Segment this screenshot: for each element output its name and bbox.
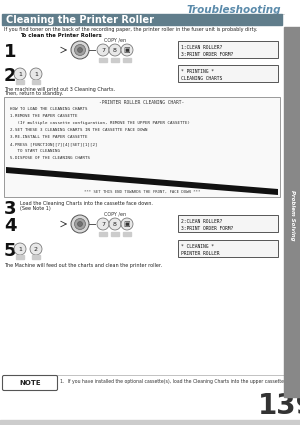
Text: 1: 1 [4,43,16,61]
Bar [0,420,300,425]
Text: To clean the Printer Rollers: To clean the Printer Rollers [20,33,102,38]
Text: 3:PRINT ORDER FORM?: 3:PRINT ORDER FORM? [181,226,233,231]
Text: ▣: ▣ [124,47,130,53]
Text: 1: 1 [18,246,22,252]
Text: 4.PRESS [FUNCTION][7][4][SET][1][2]: 4.PRESS [FUNCTION][7][4][SET][1][2] [10,142,98,146]
Circle shape [121,44,133,56]
Text: 139: 139 [258,392,300,420]
Text: The Machine will feed out the charts and clean the printer roller.: The Machine will feed out the charts and… [4,263,162,268]
Text: 7: 7 [101,221,105,227]
Text: 2: 2 [34,246,38,252]
Text: COPY /en: COPY /en [104,37,126,42]
Text: 3: 3 [4,200,16,218]
Text: 4: 4 [4,217,16,235]
Circle shape [30,68,42,80]
Bar [111,58,119,62]
Bar [32,80,40,84]
Text: HOW TO LOAD THE CLEANING CHARTS: HOW TO LOAD THE CLEANING CHARTS [10,107,88,111]
Text: 1: 1 [18,71,22,76]
Bar [178,41,278,58]
Text: (See Note 1): (See Note 1) [20,206,51,211]
Circle shape [14,68,26,80]
Text: Cleaning the Printer Roller: Cleaning the Printer Roller [6,14,154,25]
Text: 1.  If you have installed the optional cassette(s), load the Cleaning Charts int: 1. If you have installed the optional ca… [60,379,286,384]
Text: Load the Cleaning Charts into the cassette face down.: Load the Cleaning Charts into the casset… [20,201,153,206]
Bar [111,232,119,236]
Text: The machine will print out 3 Cleaning Charts.: The machine will print out 3 Cleaning Ch… [4,87,115,92]
Text: 2:CLEAN ROLLER?: 2:CLEAN ROLLER? [181,218,222,224]
Circle shape [74,45,86,56]
Circle shape [14,243,26,255]
Text: ▣: ▣ [124,221,130,227]
Bar [178,215,278,232]
Circle shape [97,44,109,56]
Bar [99,58,107,62]
Bar [284,27,300,397]
Text: NOTE: NOTE [19,380,41,386]
Text: 3:PRINT ORDER FORM?: 3:PRINT ORDER FORM? [181,52,233,57]
Circle shape [121,218,133,230]
Circle shape [74,218,86,230]
Bar [4,97,280,197]
Circle shape [77,221,83,227]
Text: If you find toner on the back of the recording paper, the printer roller in the : If you find toner on the back of the rec… [4,27,257,32]
Circle shape [109,44,121,56]
Bar [32,255,40,259]
Circle shape [77,48,83,53]
Text: 3.RE-INSTALL THE PAPER CASSETTE: 3.RE-INSTALL THE PAPER CASSETTE [10,135,88,139]
Text: 2: 2 [4,67,16,85]
Bar [178,240,278,257]
Text: TO START CLEANING: TO START CLEANING [10,149,60,153]
Text: COPY /en: COPY /en [104,211,126,216]
Text: 1.REMOVE THE PAPER CASSETTE: 1.REMOVE THE PAPER CASSETTE [10,114,77,118]
Text: (If multiple cassette configuration, REMOVE THE UPPER PAPER CASSETTE): (If multiple cassette configuration, REM… [10,121,190,125]
Polygon shape [6,167,278,195]
Text: 8: 8 [113,221,117,227]
Bar [123,232,131,236]
Text: Problem Solving: Problem Solving [290,190,295,240]
Text: * PRINTING *: * PRINTING * [181,68,214,74]
Text: *** SET THIS END TOWARDS THE FRONT, FACE DOWN ***: *** SET THIS END TOWARDS THE FRONT, FACE… [84,190,200,194]
Text: 1: 1 [34,71,38,76]
Text: CLEANING CHARTS: CLEANING CHARTS [181,76,222,81]
Text: Then, return to standby.: Then, return to standby. [4,91,63,96]
Circle shape [30,243,42,255]
Text: * CLEANING *: * CLEANING * [181,244,214,249]
Text: 5.DISPOSE OF THE CLEANING CHARTS: 5.DISPOSE OF THE CLEANING CHARTS [10,156,90,160]
Circle shape [71,215,89,233]
Text: -PRINTER ROLLER CLEANING CHART-: -PRINTER ROLLER CLEANING CHART- [99,100,184,105]
Text: 7: 7 [101,48,105,53]
Text: 5: 5 [4,242,16,260]
Text: PRINTER ROLLER: PRINTER ROLLER [181,251,220,256]
Text: Troubleshooting: Troubleshooting [187,5,281,15]
Text: 2.SET THESE 3 CLEANING CHARTS IN THE CASSETTE FACE DOWN: 2.SET THESE 3 CLEANING CHARTS IN THE CAS… [10,128,148,132]
Bar [16,80,24,84]
Bar [99,232,107,236]
Circle shape [97,218,109,230]
Bar [123,58,131,62]
Circle shape [71,41,89,59]
Circle shape [109,218,121,230]
Text: 1:CLEAN ROLLER?: 1:CLEAN ROLLER? [181,45,222,49]
Text: 8: 8 [113,48,117,53]
Bar [16,255,24,259]
Bar [178,65,278,82]
Bar [2,14,282,25]
